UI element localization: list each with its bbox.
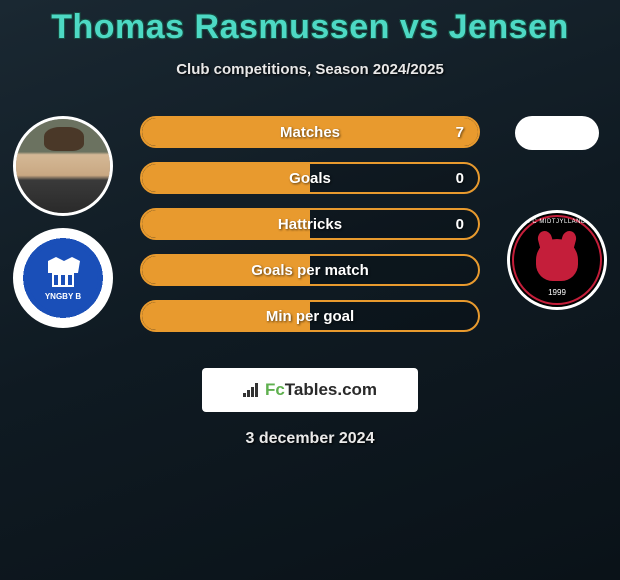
- bar-value: 0: [456, 164, 464, 192]
- chart-icon: [243, 383, 261, 397]
- viking-icon: [28, 243, 98, 313]
- club-right-label: FC MIDTJYLLAND: [514, 219, 600, 225]
- subtitle: Club competitions, Season 2024/2025: [0, 61, 620, 78]
- bar-label: Hattricks: [142, 210, 478, 238]
- bar-label: Goals: [142, 164, 478, 192]
- club-badge-left: YNGBY B: [13, 228, 113, 328]
- club-left-label: YNGBY B: [28, 292, 98, 301]
- left-column: YNGBY B: [8, 116, 118, 340]
- club-right-year: 1999: [548, 288, 566, 297]
- bar-value: 7: [456, 118, 464, 146]
- watermark-text: FcTables.com: [265, 380, 377, 400]
- player-avatar-right-placeholder: [515, 116, 599, 150]
- comparison-content: YNGBY B FC MIDTJYLLAND 1999 Matches 7 Go…: [0, 116, 620, 356]
- right-column: FC MIDTJYLLAND 1999: [502, 116, 612, 322]
- player-avatar-left: [13, 116, 113, 216]
- watermark-suffix: Tables.com: [285, 380, 377, 399]
- stat-bar-matches: Matches 7: [140, 116, 480, 148]
- bar-label: Matches: [142, 118, 478, 146]
- page-title: Thomas Rasmussen vs Jensen: [0, 0, 620, 47]
- bar-label: Goals per match: [142, 256, 478, 284]
- spacer: [502, 162, 612, 210]
- club-badge-right: FC MIDTJYLLAND 1999: [507, 210, 607, 310]
- face-placeholder-icon: [16, 119, 110, 213]
- club-mid-ring-icon: FC MIDTJYLLAND 1999: [512, 215, 602, 305]
- stat-bar-min-per-goal: Min per goal: [140, 300, 480, 332]
- stat-bar-goals-per-match: Goals per match: [140, 254, 480, 286]
- stat-bar-hattricks: Hattricks 0: [140, 208, 480, 240]
- stat-bars: Matches 7 Goals 0 Hattricks 0 Goals per …: [140, 116, 480, 332]
- club-lyngby-icon: YNGBY B: [28, 243, 98, 313]
- date-label: 3 december 2024: [0, 430, 620, 448]
- watermark: FcTables.com: [202, 368, 418, 412]
- bar-value: 0: [456, 210, 464, 238]
- watermark-prefix: Fc: [265, 380, 285, 399]
- wolf-icon: [536, 239, 578, 281]
- bar-label: Min per goal: [142, 302, 478, 330]
- stat-bar-goals: Goals 0: [140, 162, 480, 194]
